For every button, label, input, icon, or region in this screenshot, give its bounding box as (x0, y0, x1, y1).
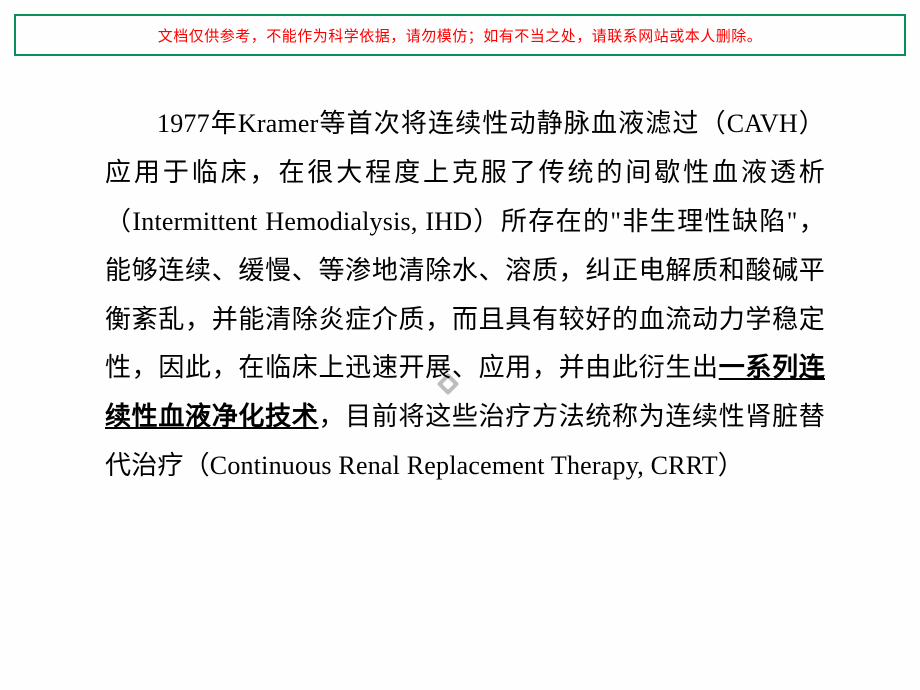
body-paragraph: 1977年Kramer等首次将连续性动静脉血液滤过（CAVH）应用于临床，在很大… (105, 100, 825, 491)
slide-page: 文档仅供参考，不能作为科学依据，请勿模仿；如有不当之处，请联系网站或本人删除。 … (0, 0, 920, 690)
warning-banner: 文档仅供参考，不能作为科学依据，请勿模仿；如有不当之处，请联系网站或本人删除。 (14, 14, 906, 56)
warning-text: 文档仅供参考，不能作为科学依据，请勿模仿；如有不当之处，请联系网站或本人删除。 (158, 25, 763, 46)
body-pre-text: 1977年Kramer等首次将连续性动静脉血液滤过（CAVH）应用于临床，在很大… (105, 109, 825, 382)
